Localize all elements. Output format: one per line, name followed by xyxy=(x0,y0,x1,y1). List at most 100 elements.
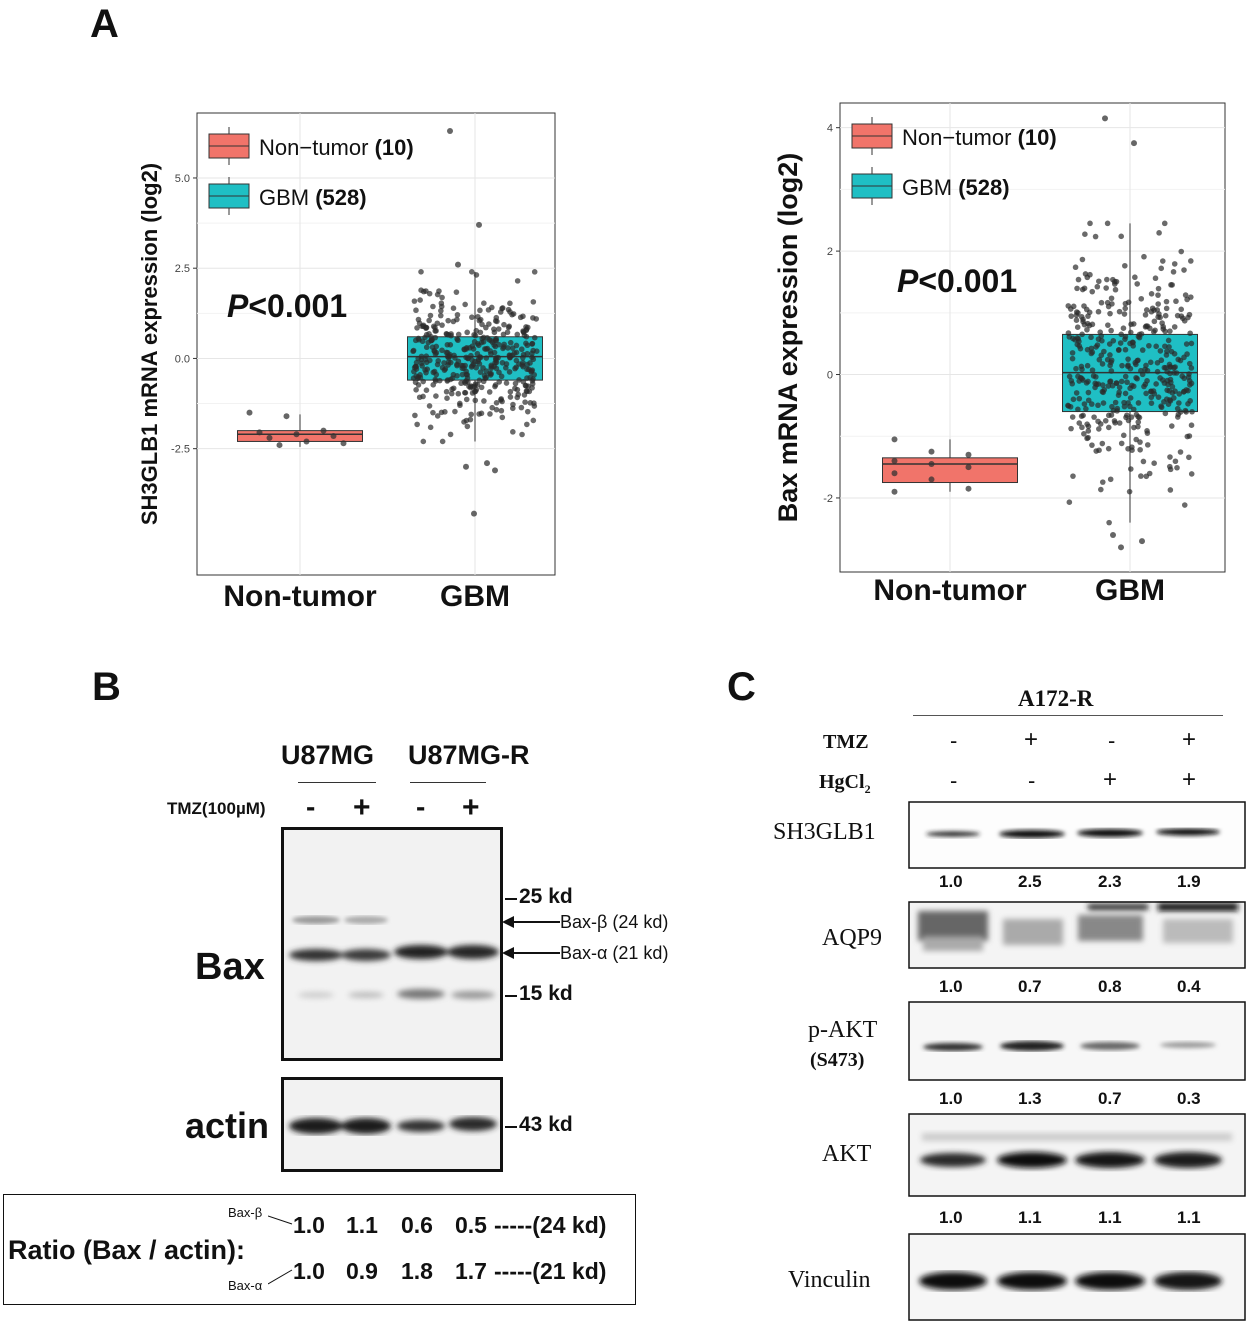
data-point xyxy=(1105,424,1112,431)
data-point xyxy=(529,354,535,361)
outlier-point xyxy=(1139,538,1145,545)
data-point xyxy=(476,411,482,417)
blot-c-quant: 2.3 xyxy=(1098,872,1122,891)
data-point xyxy=(493,337,500,344)
data-point xyxy=(1127,365,1134,372)
ratio-value: 0.6 xyxy=(401,1212,433,1238)
data-point xyxy=(1186,311,1193,318)
data-point xyxy=(1120,432,1127,439)
data-point xyxy=(492,382,499,388)
data-point xyxy=(432,324,438,331)
data-point xyxy=(1083,306,1090,313)
blot-c-quant: 1.0 xyxy=(939,872,963,891)
data-point xyxy=(507,394,514,400)
data-point xyxy=(1117,340,1124,346)
data-point xyxy=(1100,382,1106,388)
data-point xyxy=(1107,352,1113,358)
data-point xyxy=(1104,356,1111,363)
data-point xyxy=(1065,330,1072,336)
data-point xyxy=(507,388,514,395)
data-point xyxy=(1066,373,1073,380)
data-point xyxy=(1093,344,1099,350)
data-point xyxy=(495,326,502,332)
data-point xyxy=(1134,375,1140,382)
data-point xyxy=(427,357,433,364)
ratio-title: Ratio (Bax / actin): xyxy=(8,1235,246,1265)
y-tick-label: 0 xyxy=(827,370,833,382)
data-point xyxy=(1167,370,1173,377)
data-point xyxy=(418,269,424,275)
data-point xyxy=(529,377,536,384)
data-point xyxy=(1104,299,1111,306)
data-point xyxy=(1112,286,1119,293)
y-tick-label: -2 xyxy=(823,493,833,505)
data-point xyxy=(514,386,521,393)
data-point xyxy=(520,354,526,361)
data-point xyxy=(433,393,439,399)
data-point xyxy=(1084,362,1091,369)
data-point xyxy=(472,397,479,404)
data-point xyxy=(1174,405,1181,412)
data-point xyxy=(1069,414,1076,420)
data-point xyxy=(1096,278,1102,285)
y-tick-label: 2 xyxy=(827,246,833,258)
data-point xyxy=(463,354,469,361)
data-point xyxy=(1127,385,1133,392)
data-point xyxy=(413,359,420,366)
blot-c-quant: 1.1 xyxy=(1098,1208,1122,1227)
data-point xyxy=(431,348,438,355)
data-point xyxy=(1122,346,1129,353)
data-point xyxy=(507,300,513,307)
data-point xyxy=(469,390,476,396)
data-point xyxy=(524,350,531,357)
data-point xyxy=(1135,419,1142,425)
data-point xyxy=(510,429,516,435)
data-point xyxy=(1098,333,1105,339)
data-point xyxy=(505,324,512,331)
data-point xyxy=(1169,390,1176,396)
y-axis-label: SH3GLB1 mRNA expression (log2) xyxy=(137,163,162,525)
p-value: <0.001 xyxy=(918,263,1017,299)
box xyxy=(882,457,1018,484)
data-point xyxy=(493,400,500,406)
data-point xyxy=(1112,399,1119,406)
data-point xyxy=(450,371,457,378)
data-point xyxy=(1078,313,1085,320)
data-point xyxy=(330,433,337,440)
ratio-box xyxy=(3,1194,636,1305)
data-point xyxy=(477,307,483,314)
data-point xyxy=(1170,269,1177,275)
data-point xyxy=(450,305,457,311)
data-point xyxy=(1128,466,1134,472)
data-point xyxy=(1127,329,1134,336)
data-point xyxy=(450,385,457,392)
data-point xyxy=(438,303,445,310)
data-point xyxy=(1130,406,1137,413)
data-point xyxy=(426,317,432,324)
data-point xyxy=(1135,400,1142,406)
data-point xyxy=(411,298,418,304)
data-point xyxy=(413,387,419,393)
data-point xyxy=(1121,311,1128,317)
data-point xyxy=(1100,400,1107,406)
data-point xyxy=(419,363,425,369)
data-point xyxy=(1122,300,1129,307)
data-point xyxy=(1169,423,1175,429)
outlier-point xyxy=(492,467,498,474)
data-point xyxy=(1121,399,1127,406)
blot-c-akt-membrane xyxy=(908,1113,1246,1197)
data-point xyxy=(1167,487,1174,493)
data-point xyxy=(487,348,494,354)
data-point xyxy=(468,364,475,370)
data-point xyxy=(1131,424,1137,431)
data-point xyxy=(1176,400,1182,406)
blot-c-sign: - xyxy=(1108,728,1116,753)
data-point xyxy=(1126,488,1133,495)
x-tick-label: Non-tumor xyxy=(873,574,1027,607)
data-point xyxy=(1079,331,1085,338)
data-point xyxy=(1171,364,1177,371)
data-point xyxy=(1077,374,1084,381)
data-point xyxy=(1178,248,1185,255)
data-point xyxy=(467,384,474,391)
data-point xyxy=(1144,442,1151,448)
